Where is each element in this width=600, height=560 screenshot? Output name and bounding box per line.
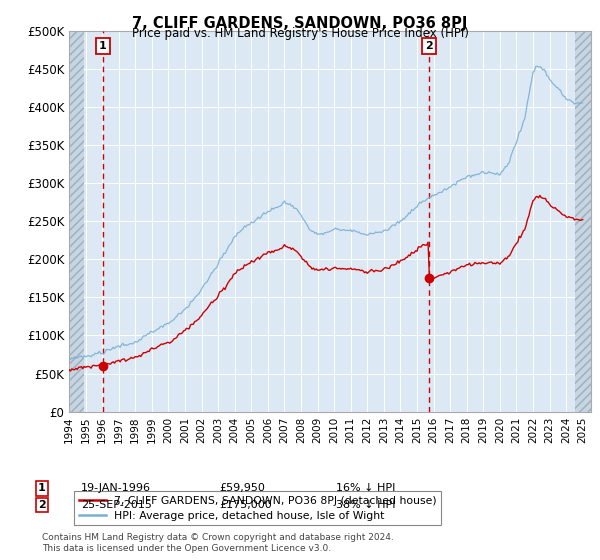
- Text: Contains HM Land Registry data © Crown copyright and database right 2024.
This d: Contains HM Land Registry data © Crown c…: [42, 533, 394, 553]
- Text: 38% ↓ HPI: 38% ↓ HPI: [336, 500, 395, 510]
- Text: 1: 1: [38, 483, 46, 493]
- Legend: 7, CLIFF GARDENS, SANDOWN, PO36 8PJ (detached house), HPI: Average price, detach: 7, CLIFF GARDENS, SANDOWN, PO36 8PJ (det…: [74, 491, 442, 525]
- Text: £59,950: £59,950: [219, 483, 265, 493]
- Text: Price paid vs. HM Land Registry's House Price Index (HPI): Price paid vs. HM Land Registry's House …: [131, 27, 469, 40]
- Bar: [69, 31, 84, 412]
- Text: 7, CLIFF GARDENS, SANDOWN, PO36 8PJ: 7, CLIFF GARDENS, SANDOWN, PO36 8PJ: [133, 16, 467, 31]
- Text: 16% ↓ HPI: 16% ↓ HPI: [336, 483, 395, 493]
- Text: 25-SEP-2015: 25-SEP-2015: [81, 500, 152, 510]
- Text: £175,000: £175,000: [219, 500, 272, 510]
- Text: 19-JAN-1996: 19-JAN-1996: [81, 483, 151, 493]
- Bar: [575, 31, 592, 412]
- Text: 2: 2: [425, 41, 433, 51]
- Text: 1: 1: [99, 41, 107, 51]
- Text: 2: 2: [38, 500, 46, 510]
